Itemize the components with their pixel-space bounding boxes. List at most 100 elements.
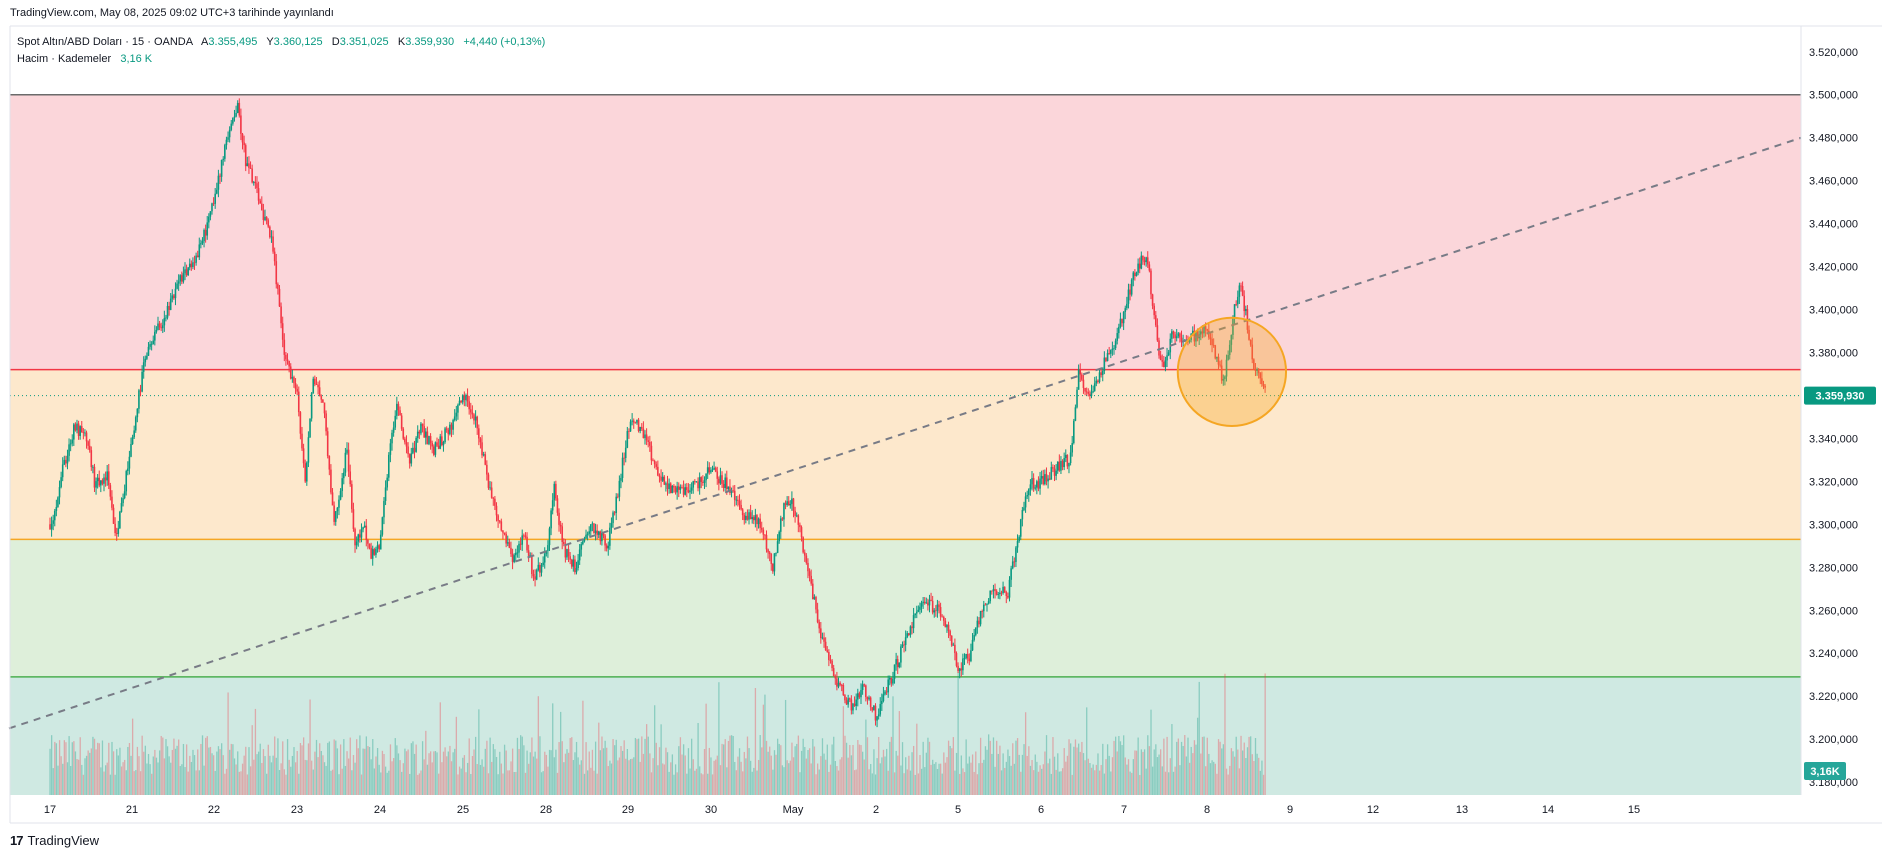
candle	[871, 707, 874, 711]
volume-badge-text: 3,16K	[1810, 766, 1839, 778]
candle	[911, 626, 913, 629]
volume-bar	[1208, 753, 1210, 795]
volume-bar	[737, 756, 739, 795]
candle	[1098, 372, 1101, 382]
volume-bar	[705, 703, 707, 795]
candle	[740, 504, 742, 510]
volume-bar	[1021, 754, 1024, 795]
candle	[363, 525, 366, 528]
volume-bar	[460, 768, 462, 795]
volume-bar	[50, 735, 53, 795]
trendline-dashed[interactable]	[8, 123, 1841, 730]
candle	[158, 323, 161, 328]
volume-bar	[1063, 748, 1065, 795]
candle	[762, 529, 765, 535]
volume-bar	[1245, 758, 1247, 795]
candle	[1211, 338, 1213, 345]
candle	[225, 139, 228, 146]
candle	[149, 344, 151, 347]
volume-bar	[174, 748, 177, 795]
candle	[1036, 481, 1038, 488]
volume-bar	[855, 769, 857, 795]
volume-bar	[580, 760, 582, 795]
candle	[503, 532, 506, 534]
volume-bar	[261, 762, 263, 795]
candle	[847, 698, 849, 705]
candle	[100, 480, 102, 486]
candle	[738, 501, 741, 505]
volume-bar	[828, 771, 830, 795]
volume-bar	[1103, 773, 1106, 795]
volume-bar	[370, 759, 372, 795]
candle	[1018, 536, 1020, 542]
candle	[868, 697, 870, 700]
candle	[783, 503, 785, 520]
volume-bar	[79, 737, 81, 795]
y-tick-label: 3.380,000	[1809, 348, 1858, 360]
candle	[649, 441, 651, 446]
volume-bar	[1225, 768, 1228, 795]
volume-bar	[825, 759, 827, 795]
candle	[1256, 368, 1258, 371]
volume-bar	[1053, 756, 1056, 795]
candle	[772, 563, 774, 572]
candle	[1026, 495, 1028, 497]
volume-bar	[195, 770, 197, 795]
close-value: 3.359,930	[405, 36, 455, 48]
candle	[55, 506, 58, 511]
volume-bar	[1177, 738, 1179, 795]
x-tick-label: 30	[705, 804, 717, 816]
volume-bar	[881, 757, 883, 795]
high-label: Y	[266, 36, 274, 48]
candle	[147, 346, 150, 356]
candle	[639, 426, 641, 432]
volume-bar	[1029, 765, 1032, 795]
volume-bar	[882, 749, 885, 795]
time-axis[interactable]	[0, 795, 1882, 835]
candle	[1227, 355, 1229, 360]
candle	[978, 620, 980, 625]
volume-bar	[157, 762, 159, 795]
candle	[243, 142, 245, 146]
candle	[330, 469, 332, 493]
candle	[160, 327, 162, 329]
volume-bar	[336, 748, 339, 795]
candle	[915, 611, 918, 614]
candle	[735, 499, 738, 501]
candle	[155, 329, 158, 332]
volume-label[interactable]: Hacim · Kademeler	[17, 53, 112, 65]
candle	[357, 534, 360, 542]
volume-bar	[328, 741, 331, 795]
volume-bar	[89, 752, 91, 795]
candle	[618, 480, 621, 497]
candle	[553, 483, 556, 501]
price-axis[interactable]	[1801, 0, 1882, 858]
candle	[455, 412, 458, 417]
candle	[270, 236, 273, 238]
volume-bar	[526, 750, 528, 795]
candle	[342, 472, 345, 479]
y-tick-label: 3.200,000	[1809, 734, 1858, 746]
tradingview-brand[interactable]: 17 TradingView	[10, 833, 99, 848]
candle	[325, 413, 327, 432]
candle	[632, 420, 635, 423]
candle	[1011, 561, 1014, 569]
volume-bar	[1143, 749, 1146, 795]
volume-bar	[315, 739, 318, 795]
symbol-title[interactable]: Spot Altın/ABD Doları · 15 · OANDA	[17, 36, 193, 48]
highlight-circle[interactable]	[1176, 316, 1288, 427]
volume-bar	[429, 751, 432, 795]
candle	[514, 552, 517, 556]
candle	[222, 158, 225, 160]
candle	[1031, 478, 1033, 485]
volume-bar	[686, 773, 688, 795]
candle	[884, 691, 886, 695]
candle	[351, 484, 353, 510]
volume-bar	[269, 755, 271, 795]
volume-bar	[924, 767, 926, 795]
volume-bar	[375, 756, 377, 795]
candle	[399, 410, 401, 416]
candle	[826, 650, 829, 652]
volume-bar	[341, 768, 343, 795]
